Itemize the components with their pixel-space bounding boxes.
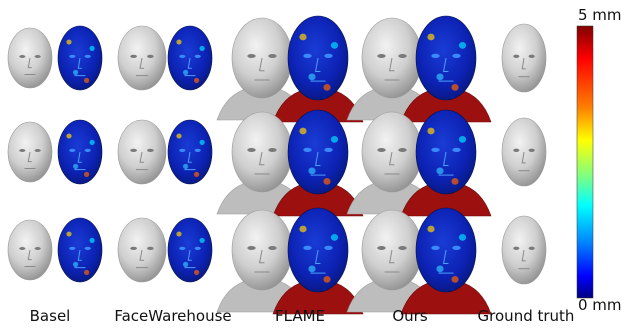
column-label-ours: Ours (392, 307, 428, 325)
mesh-render-basel (7, 219, 53, 281)
mesh-render-facewarehouse (117, 217, 167, 283)
colorbar-max-label: 5 mm (578, 6, 622, 24)
error-map-flame (272, 15, 364, 123)
error-map-facewarehouse (167, 217, 213, 283)
error-map-ours (400, 207, 492, 315)
error-map-basel (57, 25, 103, 91)
error-map-facewarehouse (167, 119, 213, 185)
mesh-render-basel (7, 27, 53, 89)
error-map-flame (272, 207, 364, 315)
colorbar (576, 25, 594, 299)
error-map-basel (57, 217, 103, 283)
mesh-render-ground_truth (501, 117, 547, 187)
colorbar-min-label: 0 mm (578, 296, 622, 314)
column-label-facewarehouse: FaceWarehouse (114, 307, 232, 325)
mesh-render-facewarehouse (117, 119, 167, 185)
error-map-ours (400, 15, 492, 123)
column-label-flame: FLAME (274, 307, 325, 325)
mesh-render-ground_truth (501, 23, 547, 93)
column-label-basel: Basel (29, 307, 71, 325)
error-map-flame (272, 109, 364, 217)
mesh-render-ground_truth (501, 215, 547, 285)
error-map-facewarehouse (167, 25, 213, 91)
error-map-ours (400, 109, 492, 217)
mesh-render-basel (7, 121, 53, 183)
error-map-basel (57, 119, 103, 185)
mesh-render-facewarehouse (117, 25, 167, 91)
column-label-ground-truth: Ground truth (477, 307, 575, 325)
